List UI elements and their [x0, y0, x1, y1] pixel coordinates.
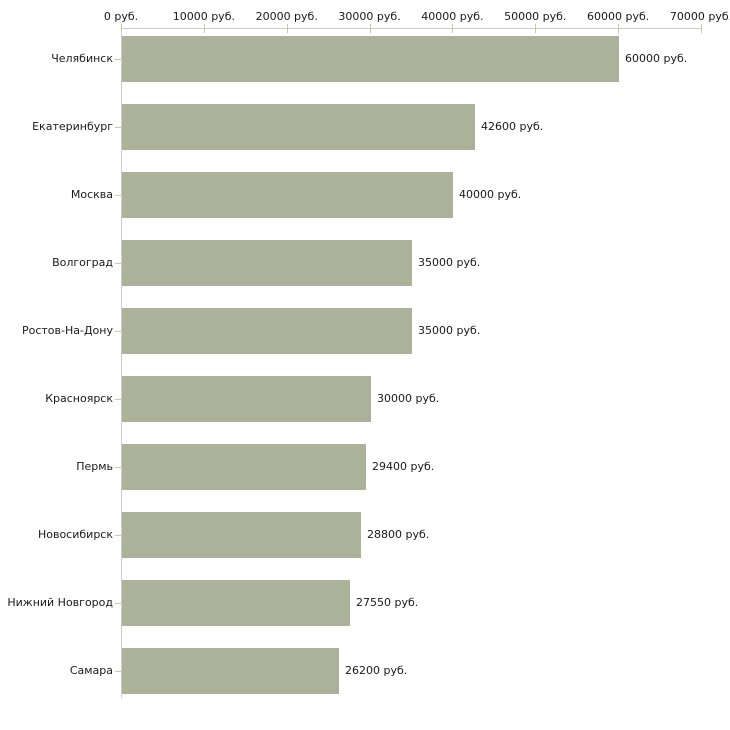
value-label: 28800 руб. — [367, 528, 430, 541]
x-axis-tick-mark — [701, 24, 702, 33]
x-axis-tick-mark — [287, 24, 288, 33]
x-axis-tick-label: 40000 руб. — [421, 10, 484, 23]
y-axis-tick-mark — [115, 467, 121, 468]
x-axis-tick-label: 60000 руб. — [587, 10, 650, 23]
value-label: 29400 руб. — [372, 460, 435, 473]
bar — [122, 376, 371, 422]
value-label: 30000 руб. — [377, 392, 440, 405]
x-axis-tick-mark — [618, 24, 619, 33]
y-axis-tick-mark — [115, 399, 121, 400]
category-label: Нижний Новгород — [7, 596, 113, 609]
category-label: Волгоград — [52, 256, 113, 269]
category-label: Красноярск — [45, 392, 113, 405]
bar — [122, 36, 619, 82]
x-axis-tick-mark — [452, 24, 453, 33]
x-axis-tick-label: 50000 руб. — [504, 10, 567, 23]
value-label: 27550 руб. — [356, 596, 419, 609]
y-axis-tick-mark — [115, 671, 121, 672]
category-label: Ростов-На-Дону — [21, 324, 113, 337]
value-label: 35000 руб. — [418, 256, 481, 269]
category-label: Челябинск — [51, 52, 113, 65]
x-axis-tick-label: 70000 руб. — [669, 10, 730, 23]
bar — [122, 240, 412, 286]
bar — [122, 444, 366, 490]
y-axis-tick-mark — [115, 195, 121, 196]
category-label: Самара — [69, 664, 113, 677]
category-label: Москва — [70, 188, 113, 201]
x-axis-tick-mark — [204, 24, 205, 33]
value-label: 35000 руб. — [418, 324, 481, 337]
bar — [122, 308, 412, 354]
category-label: Екатеринбург — [32, 120, 113, 133]
y-axis-line — [121, 28, 122, 698]
bar — [122, 648, 339, 694]
value-label: 42600 руб. — [481, 120, 544, 133]
value-label: 60000 руб. — [625, 52, 688, 65]
value-label: 40000 руб. — [459, 188, 522, 201]
bar — [122, 104, 475, 150]
category-label: Новосибирск — [37, 528, 113, 541]
y-axis-tick-mark — [115, 331, 121, 332]
category-label: Пермь — [76, 460, 113, 473]
bar — [122, 172, 453, 218]
x-axis-tick-label: 10000 руб. — [172, 10, 235, 23]
y-axis-tick-mark — [115, 127, 121, 128]
bar — [122, 512, 361, 558]
x-axis-tick-label: 30000 руб. — [338, 10, 401, 23]
bar — [122, 580, 350, 626]
x-axis-tick-mark — [535, 24, 536, 33]
y-axis-tick-mark — [115, 263, 121, 264]
x-axis-tick-mark — [121, 24, 122, 33]
x-axis-tick-label: 20000 руб. — [255, 10, 318, 23]
x-axis-tick-mark — [370, 24, 371, 33]
y-axis-tick-mark — [115, 603, 121, 604]
value-label: 26200 руб. — [345, 664, 408, 677]
x-axis-tick-label: 0 руб. — [103, 10, 139, 23]
x-axis-line — [121, 28, 702, 29]
y-axis-tick-mark — [115, 59, 121, 60]
y-axis-tick-mark — [115, 535, 121, 536]
